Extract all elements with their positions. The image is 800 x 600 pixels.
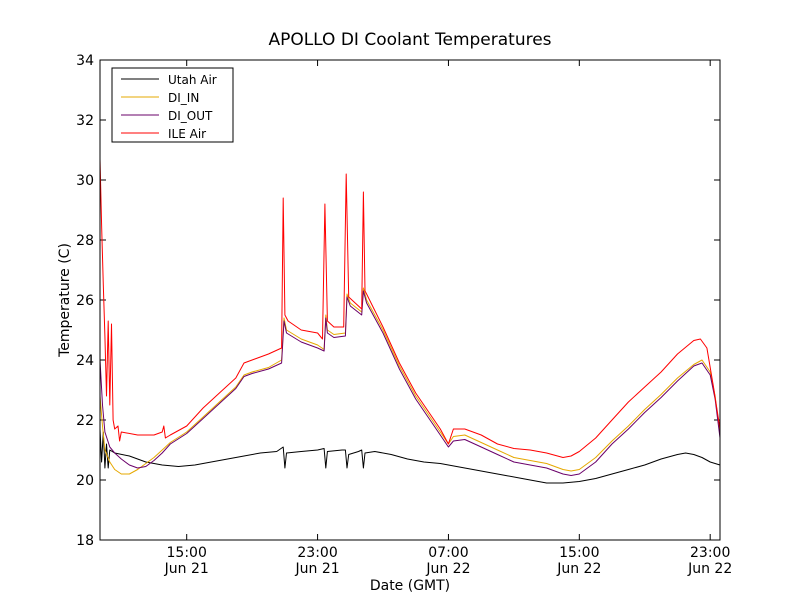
plot-area-frame: [99, 59, 721, 541]
series-line-ile-air: [99, 158, 721, 458]
x-tick-label-date: Jun 22: [556, 561, 601, 577]
x-tick-label-date: Jun 21: [164, 561, 209, 577]
x-tick-label-time: 15:00: [559, 545, 599, 561]
y-tick-label: 24: [76, 353, 94, 369]
y-tick-label: 22: [76, 413, 94, 429]
series-line-di-out: [99, 290, 721, 476]
x-tick-label-time: 07:00: [428, 545, 468, 561]
x-tick-label-time: 15:00: [167, 545, 207, 561]
y-tick-label: 30: [76, 173, 94, 189]
y-tick-label: 18: [76, 533, 94, 549]
chart-title: APOLLO DI Coolant Temperatures: [268, 30, 551, 50]
y-tick-label: 20: [76, 473, 94, 489]
x-tick-label-date: Jun 22: [425, 561, 470, 577]
x-tick-label-date: Jun 21: [295, 561, 340, 577]
y-tick-label: 32: [76, 113, 94, 129]
x-tick-label-time: 23:00: [690, 545, 730, 561]
x-tick-label-time: 23:00: [297, 545, 337, 561]
x-axis-label: Date (GMT): [370, 578, 450, 594]
legend-entry-label: DI_OUT: [168, 109, 213, 123]
legend: Utah Air DI_IN DI_OUT ILE Air: [111, 67, 234, 143]
legend-entry-label: ILE Air: [168, 127, 206, 141]
y-tick-label: 28: [76, 233, 94, 249]
y-tick-label: 26: [76, 293, 94, 309]
x-tick-label-date: Jun 22: [687, 561, 732, 577]
legend-entry-label: Utah Air: [168, 73, 217, 87]
series-layer: [99, 158, 721, 484]
y-tick-label: 34: [76, 53, 94, 69]
series-line-utah-air: [99, 428, 721, 484]
y-axis-label: Temperature (C): [57, 243, 73, 358]
legend-box: [111, 67, 234, 143]
series-line-di-in: [99, 287, 721, 475]
legend-entry-label: DI_IN: [168, 91, 199, 105]
